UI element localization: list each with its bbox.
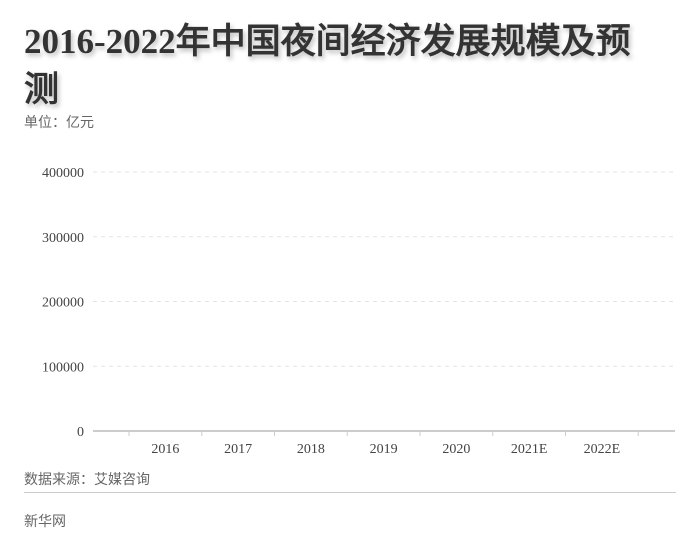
y-tick-label: 0 xyxy=(77,425,84,440)
x-tick-label: 2021E xyxy=(511,442,548,457)
divider xyxy=(24,492,676,493)
x-tick-label: 2019 xyxy=(370,442,398,457)
page-title: 2016-2022年中国夜间经济发展规模及预测 xyxy=(24,22,631,109)
y-tick-label: 400000 xyxy=(42,166,84,181)
x-tick-label: 2020 xyxy=(442,442,470,457)
y-tick-label: 100000 xyxy=(42,360,84,375)
chart: 0 100000 200000 300000 400000 2016 2017 2018 201… xyxy=(42,166,675,457)
x-tick-label: 2022E xyxy=(584,442,621,457)
x-tick-label: 2017 xyxy=(224,442,252,457)
x-tick-label: 2016 xyxy=(151,442,179,457)
footer-credit: 新华网 xyxy=(24,515,66,530)
y-tick-label: 300000 xyxy=(42,231,84,246)
data-source: 数据来源：艾媒咨询 xyxy=(24,473,150,488)
unit-label: 单位：亿元 xyxy=(24,116,94,131)
x-tick-label: 2018 xyxy=(297,442,325,457)
y-tick-label: 200000 xyxy=(42,296,84,311)
